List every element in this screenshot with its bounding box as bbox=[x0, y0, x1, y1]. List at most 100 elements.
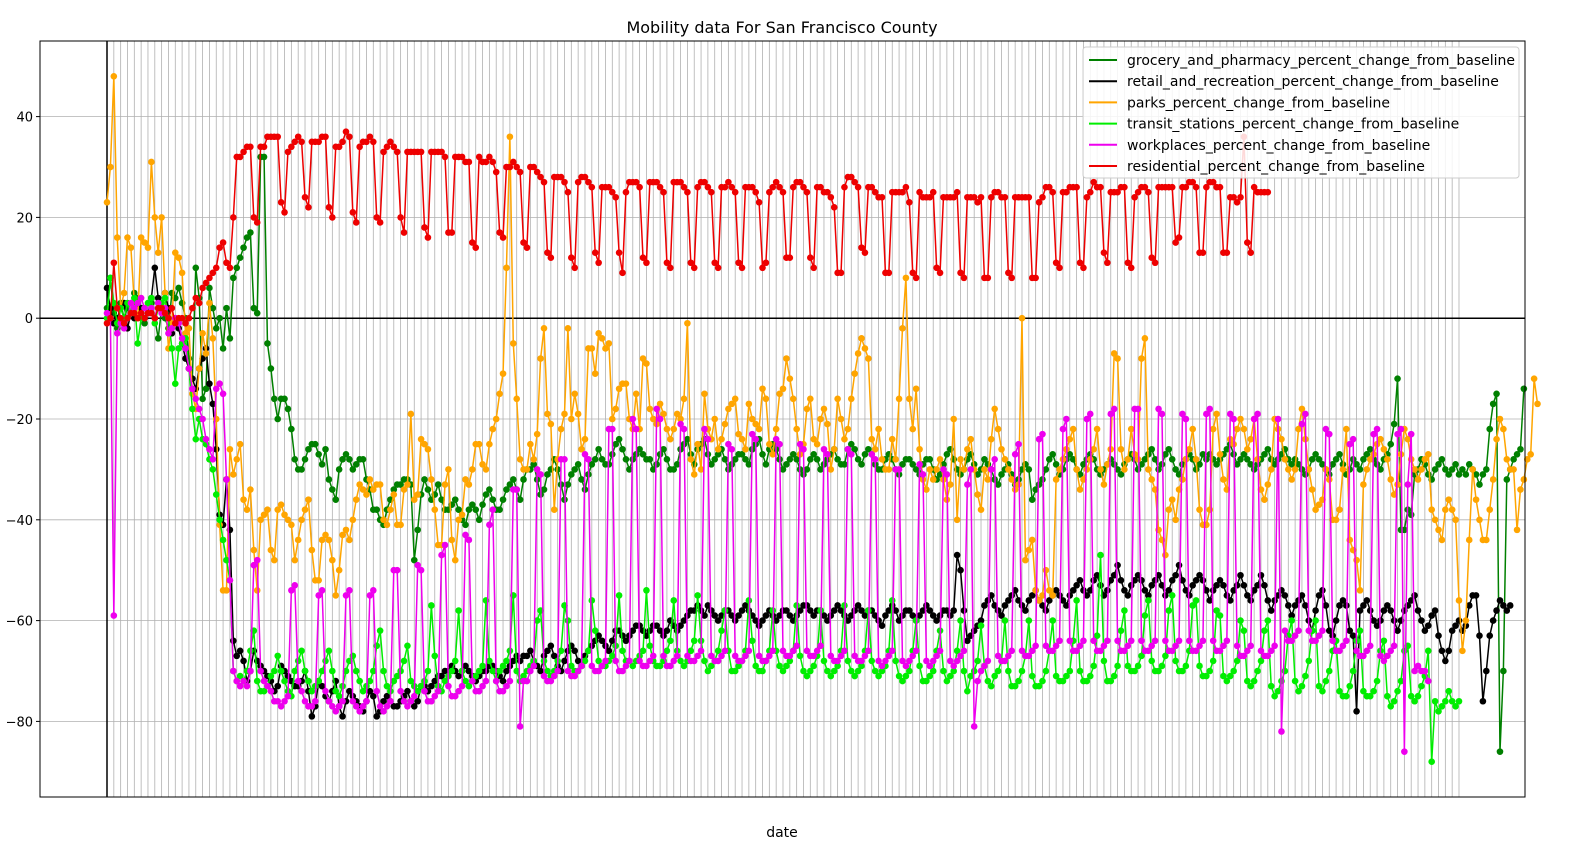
data-point bbox=[1247, 682, 1255, 690]
data-point bbox=[950, 667, 958, 675]
data-point bbox=[1325, 667, 1333, 675]
data-point bbox=[1100, 657, 1108, 665]
data-point bbox=[325, 697, 333, 705]
data-point bbox=[564, 188, 572, 196]
data-point bbox=[649, 415, 657, 423]
data-point bbox=[1465, 602, 1473, 609]
data-point bbox=[359, 702, 367, 710]
data-point bbox=[919, 471, 927, 478]
data-point bbox=[1493, 435, 1500, 443]
data-point bbox=[509, 340, 517, 347]
data-point bbox=[1223, 445, 1231, 453]
data-point bbox=[506, 677, 514, 685]
data-point bbox=[1066, 667, 1074, 675]
data-point bbox=[315, 592, 322, 599]
data-point bbox=[1390, 420, 1398, 428]
data-point bbox=[974, 657, 981, 665]
data-point bbox=[571, 466, 579, 473]
data-point bbox=[168, 324, 176, 332]
data-point bbox=[977, 617, 985, 624]
data-point bbox=[1090, 662, 1097, 670]
data-point bbox=[1134, 188, 1142, 196]
data-point bbox=[233, 677, 241, 685]
data-point bbox=[946, 672, 954, 680]
data-point bbox=[404, 481, 411, 488]
data-point bbox=[834, 657, 841, 665]
data-point bbox=[1028, 496, 1036, 503]
data-point bbox=[1520, 385, 1528, 393]
data-point bbox=[1206, 597, 1214, 604]
data-point bbox=[486, 440, 493, 448]
data-point bbox=[786, 375, 794, 382]
data-point bbox=[124, 234, 131, 241]
data-point bbox=[1230, 415, 1237, 423]
data-point bbox=[1172, 239, 1179, 246]
data-point bbox=[581, 450, 589, 458]
data-point bbox=[1373, 425, 1381, 433]
data-point bbox=[1356, 466, 1364, 473]
data-point bbox=[1397, 677, 1405, 685]
data-point bbox=[1465, 461, 1473, 468]
data-point bbox=[346, 536, 353, 544]
data-point bbox=[1028, 672, 1036, 680]
data-point bbox=[1052, 476, 1060, 483]
data-point bbox=[520, 476, 527, 483]
data-point bbox=[349, 209, 357, 216]
data-point bbox=[533, 430, 541, 438]
data-point bbox=[516, 456, 524, 463]
data-point bbox=[902, 672, 910, 680]
data-point bbox=[943, 471, 951, 478]
data-point bbox=[827, 672, 835, 680]
data-point bbox=[626, 466, 633, 473]
data-point bbox=[434, 687, 442, 695]
data-point bbox=[711, 456, 719, 463]
data-point bbox=[1138, 461, 1145, 468]
data-point bbox=[1233, 657, 1241, 665]
data-point bbox=[1387, 647, 1395, 655]
data-point bbox=[1431, 516, 1439, 524]
data-point bbox=[1390, 491, 1398, 498]
data-point bbox=[113, 330, 121, 337]
data-point bbox=[1373, 622, 1381, 629]
data-point bbox=[728, 400, 736, 408]
data-point bbox=[216, 380, 223, 388]
data-point bbox=[1066, 637, 1074, 645]
data-point bbox=[718, 652, 725, 660]
data-point bbox=[888, 647, 896, 655]
data-point bbox=[933, 617, 940, 624]
data-point bbox=[400, 486, 408, 493]
data-point bbox=[643, 360, 650, 367]
data-point bbox=[178, 269, 186, 277]
data-point bbox=[1363, 647, 1371, 655]
data-point bbox=[533, 168, 541, 176]
data-point bbox=[854, 350, 862, 357]
data-point bbox=[1141, 587, 1149, 594]
data-point bbox=[212, 264, 220, 272]
data-point bbox=[810, 612, 818, 619]
data-point bbox=[1028, 647, 1036, 655]
data-point bbox=[1250, 183, 1258, 191]
data-point bbox=[1356, 587, 1364, 594]
data-point bbox=[786, 612, 794, 619]
data-point bbox=[277, 702, 285, 710]
data-point bbox=[1305, 627, 1313, 634]
data-point bbox=[718, 435, 725, 443]
data-point bbox=[1455, 617, 1463, 624]
data-point bbox=[1257, 657, 1265, 665]
data-point bbox=[649, 466, 657, 473]
data-point bbox=[547, 420, 555, 428]
data-point bbox=[428, 682, 435, 690]
data-point bbox=[1394, 430, 1401, 438]
data-point bbox=[987, 466, 995, 473]
data-point bbox=[1046, 183, 1053, 191]
data-point bbox=[1192, 576, 1200, 584]
data-point bbox=[1479, 471, 1487, 478]
data-point bbox=[1104, 587, 1111, 594]
data-point bbox=[533, 617, 541, 624]
data-point bbox=[762, 259, 770, 267]
data-point bbox=[701, 178, 708, 186]
data-point bbox=[1011, 682, 1019, 690]
data-point bbox=[1121, 183, 1128, 191]
data-point bbox=[154, 249, 162, 256]
data-point bbox=[342, 128, 350, 136]
